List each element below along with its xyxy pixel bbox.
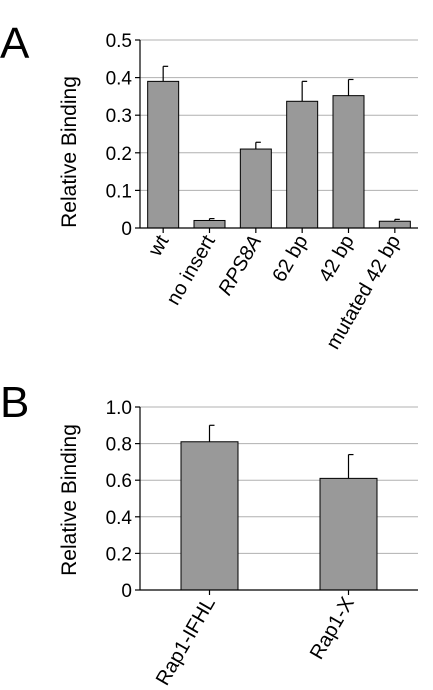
- panel-a-y-tick-label: 0.1: [106, 181, 132, 202]
- panel-a-category-label: RPS8A: [214, 232, 266, 300]
- panel-b-category-label: Rap1-X: [306, 594, 359, 664]
- panel-b-y-tick-label: 0.4: [106, 508, 133, 529]
- panel-b-y-tick-label: 1.0: [106, 398, 132, 419]
- panel-b-y-axis-label: Relative Binding: [58, 424, 81, 576]
- panel-a-bar: [286, 100, 319, 229]
- panel-b-y-tick-label: 0: [121, 581, 132, 602]
- panel-a-y-tick-label: 0.2: [106, 144, 132, 165]
- panel-b-y-tick-label: 0.6: [106, 471, 132, 492]
- panel-b-letter: B: [0, 378, 29, 427]
- panel-a-category-label: 62 bp: [268, 232, 312, 286]
- panel-a-letter: A: [0, 19, 30, 68]
- panel-a-bar: [239, 148, 272, 229]
- panel-a-bar: [332, 95, 365, 229]
- panel-a-y-tick-label: 0.5: [106, 31, 132, 52]
- panel-a-y-tick-label: 0.4: [106, 69, 133, 90]
- panel-b-category-label: Rap1-IFHL: [152, 594, 220, 690]
- panel-b-y-tick-label: 0.2: [106, 544, 132, 565]
- panel-b: B Relative Binding 0 0.2 0.4 0.6 0.8 1.0 Rap1…: [0, 378, 418, 689]
- panel-a-bar: [378, 220, 411, 229]
- panel-b-y-tick-label: 0.8: [106, 435, 132, 456]
- panel-a: A Relative Binding 00.10.20.30.40.5 wtno…: [0, 19, 418, 353]
- panel-a-bar: [193, 219, 226, 229]
- panel-b-bar: [180, 441, 239, 591]
- panel-a-bar: [147, 80, 180, 229]
- panel-a-category-label: wt: [144, 231, 174, 261]
- panel-b-bar: [319, 477, 378, 591]
- panel-a-category-label: 42 bp: [315, 232, 359, 286]
- panel-a-y-axis-label: Relative Binding: [58, 76, 81, 228]
- panel-a-y-tick-label: 0.3: [106, 106, 132, 127]
- panel-a-y-tick-label: 0: [121, 219, 132, 240]
